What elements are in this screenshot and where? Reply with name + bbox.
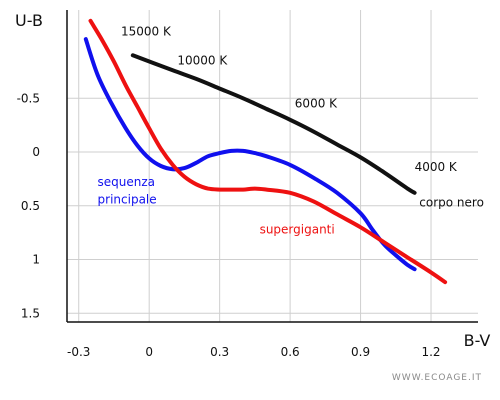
y-tick-label: 0 [32,145,40,159]
y-tick-label: 0.5 [21,199,40,213]
y-tick-label: 1.5 [21,306,40,320]
blackbody-curve [130,53,417,195]
x-tick-label: 0.3 [210,345,229,359]
x-tick-label: 1.2 [421,345,440,359]
annotation-label: corpo nero [419,196,484,210]
y-tick-label: -0.5 [17,91,40,105]
x-tick-label: -0.3 [67,345,90,359]
annotation-label: sequenza [98,175,156,189]
annotation-label: 4000 K [415,160,458,174]
x-axis-title: B-V [464,331,491,350]
supergiants-curve [88,18,448,285]
y-tick-label: 1 [32,253,40,267]
y-axis-title: U-B [15,11,43,30]
annotation-label: supergiganti [260,222,335,236]
annotation-label: principale [98,192,157,206]
x-tick-label: 0.9 [351,345,370,359]
annotation-label: 10000 K [177,54,228,68]
watermark-text: WWW.ECOAGE.IT [392,373,482,383]
annotation-label: 6000 K [295,97,338,111]
x-tick-label: 0 [145,345,153,359]
annotation-label: 15000 K [121,25,172,39]
main-sequence-curve [83,37,417,272]
x-tick-label: 0.6 [281,345,300,359]
